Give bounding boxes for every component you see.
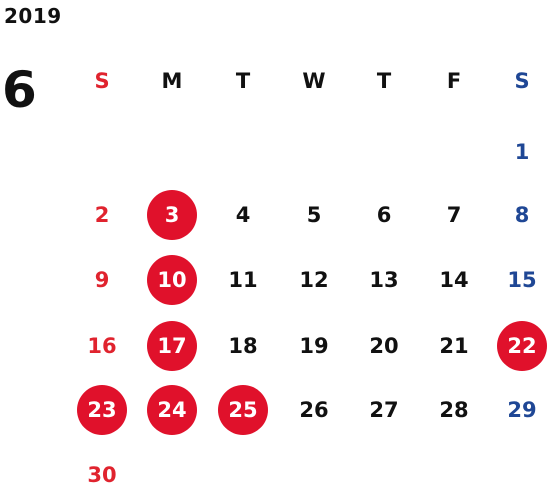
weekday-header-wed: W <box>302 68 326 93</box>
weekday-header-tue: T <box>235 68 251 93</box>
holiday-day-cell: 23 <box>77 385 127 435</box>
day-cell: 19 <box>299 333 329 358</box>
day-cell: 12 <box>299 267 329 292</box>
day-cell: 29 <box>507 397 537 422</box>
holiday-day-cell: 3 <box>147 190 197 240</box>
day-cell: 28 <box>439 397 469 422</box>
day-cell: 26 <box>299 397 329 422</box>
weekday-header-thu: T <box>376 68 392 93</box>
holiday-day-cell: 10 <box>147 255 197 305</box>
day-cell: 2 <box>94 202 110 227</box>
holiday-day-cell: 17 <box>147 321 197 371</box>
weekday-header-sun: S <box>94 68 110 93</box>
holiday-day-cell: 25 <box>218 385 268 435</box>
day-cell: 1 <box>514 139 530 164</box>
day-cell: 7 <box>446 202 462 227</box>
weekday-header-mon: M <box>161 68 183 93</box>
holiday-day-cell: 24 <box>147 385 197 435</box>
day-cell: 9 <box>94 267 110 292</box>
day-cell: 20 <box>369 333 399 358</box>
day-cell: 27 <box>369 397 399 422</box>
month-number: 6 <box>2 61 37 119</box>
day-cell: 11 <box>228 267 258 292</box>
day-cell: 18 <box>228 333 258 358</box>
day-cell: 15 <box>507 267 537 292</box>
day-cell: 6 <box>376 202 392 227</box>
day-cell: 21 <box>439 333 469 358</box>
day-cell: 14 <box>439 267 469 292</box>
day-cell: 4 <box>235 202 251 227</box>
holiday-day-cell: 22 <box>497 321 547 371</box>
day-cell: 30 <box>87 462 117 487</box>
weekday-header-fri: F <box>446 68 462 93</box>
day-cell: 5 <box>306 202 322 227</box>
weekday-header-sat: S <box>514 68 530 93</box>
day-cell: 13 <box>369 267 399 292</box>
day-cell: 8 <box>514 202 530 227</box>
day-cell: 16 <box>87 333 117 358</box>
year-label: 2019 <box>4 4 62 28</box>
